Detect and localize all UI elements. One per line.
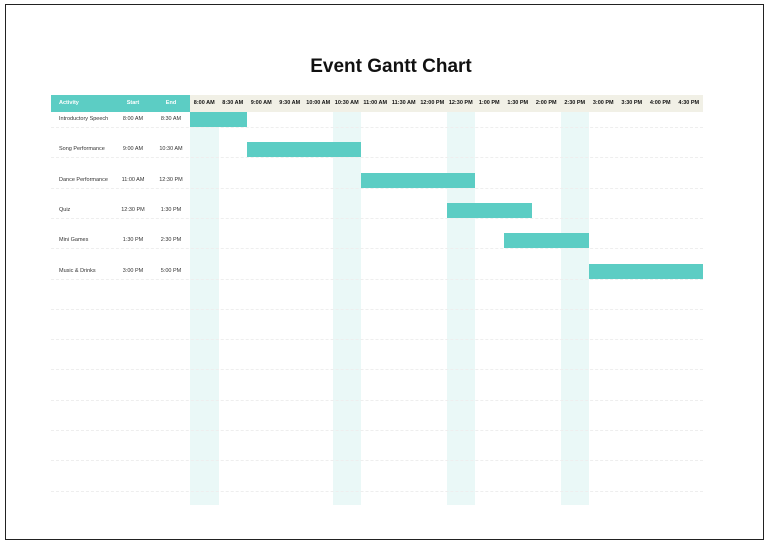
task-activity: Dance Performance — [59, 176, 108, 183]
highlight-column — [332, 112, 361, 505]
time-slot-label: 8:30 AM — [222, 100, 244, 106]
task-end: 1:30 PM — [160, 206, 182, 213]
task-activity: Song Performance — [59, 146, 105, 153]
header-activity: Activity — [59, 100, 79, 106]
row-divider — [51, 324, 703, 341]
task-start: 3:00 PM — [122, 267, 144, 274]
time-slot-label: 1:00 PM — [478, 100, 500, 106]
row-divider — [51, 264, 703, 280]
task-end: 8:30 AM — [160, 116, 182, 122]
task-activity: Music & Drinks — [59, 267, 96, 274]
time-slot-label: 9:30 AM — [279, 100, 301, 106]
task-start: 11:00 AM — [121, 176, 145, 183]
time-slot-label: 12:30 PM — [448, 100, 473, 106]
time-slot-label: 9:00 AM — [250, 100, 272, 106]
task-bar — [589, 263, 703, 279]
row-divider — [51, 354, 703, 371]
highlight-column — [190, 127, 219, 505]
task-activity: Introductory Speech — [59, 116, 109, 122]
time-slot-label: 4:30 PM — [678, 100, 700, 106]
row-divider — [51, 445, 703, 462]
header-end: End — [165, 100, 177, 106]
task-start: 1:30 PM — [122, 237, 144, 244]
task-end: 12:30 PM — [159, 176, 183, 183]
time-slot-label: 1:30 PM — [507, 100, 529, 106]
task-start: 9:00 AM — [122, 146, 144, 153]
task-end: 2:30 PM — [160, 237, 182, 244]
task-end: 5:00 PM — [160, 267, 182, 274]
task-bar — [247, 142, 361, 158]
time-slot-label: 11:00 AM — [363, 100, 388, 106]
row-divider — [51, 173, 703, 189]
task-bar — [446, 202, 532, 218]
page-frame — [5, 4, 764, 540]
chart-title: Event Gantt Chart — [310, 56, 472, 77]
task-activity: Mini Games — [59, 237, 89, 244]
task-end: 10:30 AM — [159, 146, 183, 153]
time-slot-label: 8:00 AM — [193, 100, 215, 106]
row-divider — [51, 476, 703, 492]
task-bar — [503, 233, 589, 249]
time-slot-label: 4:00 PM — [649, 100, 671, 106]
task-bar — [361, 172, 475, 188]
header-start: Start — [126, 100, 140, 106]
time-slot-label: 10:30 AM — [334, 100, 359, 106]
task-start: 8:00 AM — [122, 116, 144, 122]
row-divider — [51, 203, 703, 219]
task-bar — [190, 112, 247, 127]
task-activity: Quiz — [59, 206, 71, 213]
time-header: 8:00 AM 8:30 AM 9:00 AM 9:30 AM 10:00 AM 10:3… — [190, 95, 703, 112]
time-slot-label: 3:30 PM — [621, 100, 643, 106]
table-header: Activity Start End — [51, 95, 190, 112]
time-slot-label: 2:00 PM — [535, 100, 557, 106]
time-slot-label: 2:30 PM — [564, 100, 586, 106]
row-divider — [51, 112, 703, 128]
row-divider — [51, 385, 703, 401]
row-divider — [51, 294, 703, 310]
row-divider — [51, 142, 703, 159]
time-slot-label: 10:00 AM — [306, 100, 331, 106]
highlight-column — [560, 112, 589, 505]
time-slot-label: 12:00 PM — [420, 100, 445, 106]
time-slot-label: 3:00 PM — [592, 100, 614, 106]
time-slot-label: 11:30 AM — [391, 100, 416, 106]
row-divider — [51, 415, 703, 431]
task-start: 12:30 PM — [121, 206, 145, 213]
row-divider — [51, 233, 703, 250]
